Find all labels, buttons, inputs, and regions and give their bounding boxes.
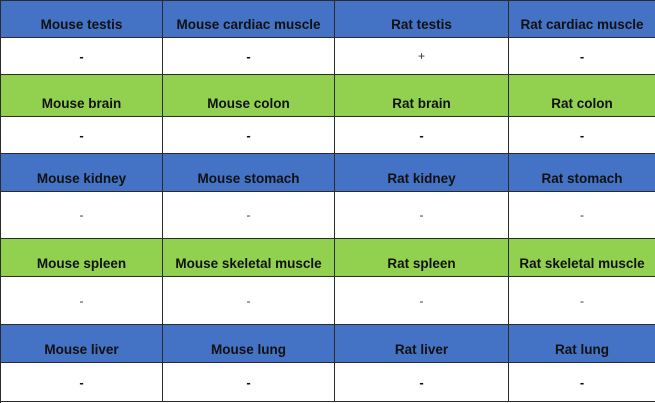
header-cell-mouse-spleen: Mouse spleen (1, 239, 163, 277)
header-cell-rat-liver: Rat liver (335, 325, 509, 363)
value-cell: - (509, 38, 655, 75)
value-cell: - (1, 38, 163, 75)
value-cell: - (509, 277, 655, 325)
header-cell-rat-testis: Rat testis (335, 1, 509, 38)
header-cell-rat-brain: Rat brain (335, 75, 509, 117)
value-cell: - (335, 363, 509, 402)
header-cell-rat-lung: Rat lung (509, 325, 655, 363)
header-cell-rat-colon: Rat colon (509, 75, 655, 117)
value-cell: - (163, 277, 335, 325)
value-cell: - (335, 117, 509, 154)
value-cell: - (335, 277, 509, 325)
header-cell-mouse-liver: Mouse liver (1, 325, 163, 363)
header-cell-mouse-cardiac-muscle: Mouse cardiac muscle (163, 1, 335, 38)
value-cell: - (163, 117, 335, 154)
header-cell-rat-kidney: Rat kidney (335, 154, 509, 192)
header-cell-rat-cardiac-muscle: Rat cardiac muscle (509, 1, 655, 38)
value-cell: - (1, 192, 163, 239)
header-cell-mouse-skeletal-muscle: Mouse skeletal muscle (163, 239, 335, 277)
value-cell: - (163, 192, 335, 239)
value-cell: - (509, 117, 655, 154)
value-cell: - (1, 117, 163, 154)
header-cell-mouse-colon: Mouse colon (163, 75, 335, 117)
value-cell: - (1, 277, 163, 325)
value-cell: - (509, 192, 655, 239)
header-cell-rat-spleen: Rat spleen (335, 239, 509, 277)
header-cell-mouse-stomach: Mouse stomach (163, 154, 335, 192)
header-cell-mouse-brain: Mouse brain (1, 75, 163, 117)
value-cell: - (335, 192, 509, 239)
value-cell: - (163, 363, 335, 402)
value-cell: - (1, 363, 163, 402)
value-cell: - (163, 38, 335, 75)
header-cell-rat-skeletal-muscle: Rat skeletal muscle (509, 239, 655, 277)
header-cell-mouse-kidney: Mouse kidney (1, 154, 163, 192)
value-cell: + (335, 38, 509, 75)
header-cell-mouse-testis: Mouse testis (1, 1, 163, 38)
header-cell-mouse-lung: Mouse lung (163, 325, 335, 363)
value-cell: - (509, 363, 655, 402)
header-cell-rat-stomach: Rat stomach (509, 154, 655, 192)
